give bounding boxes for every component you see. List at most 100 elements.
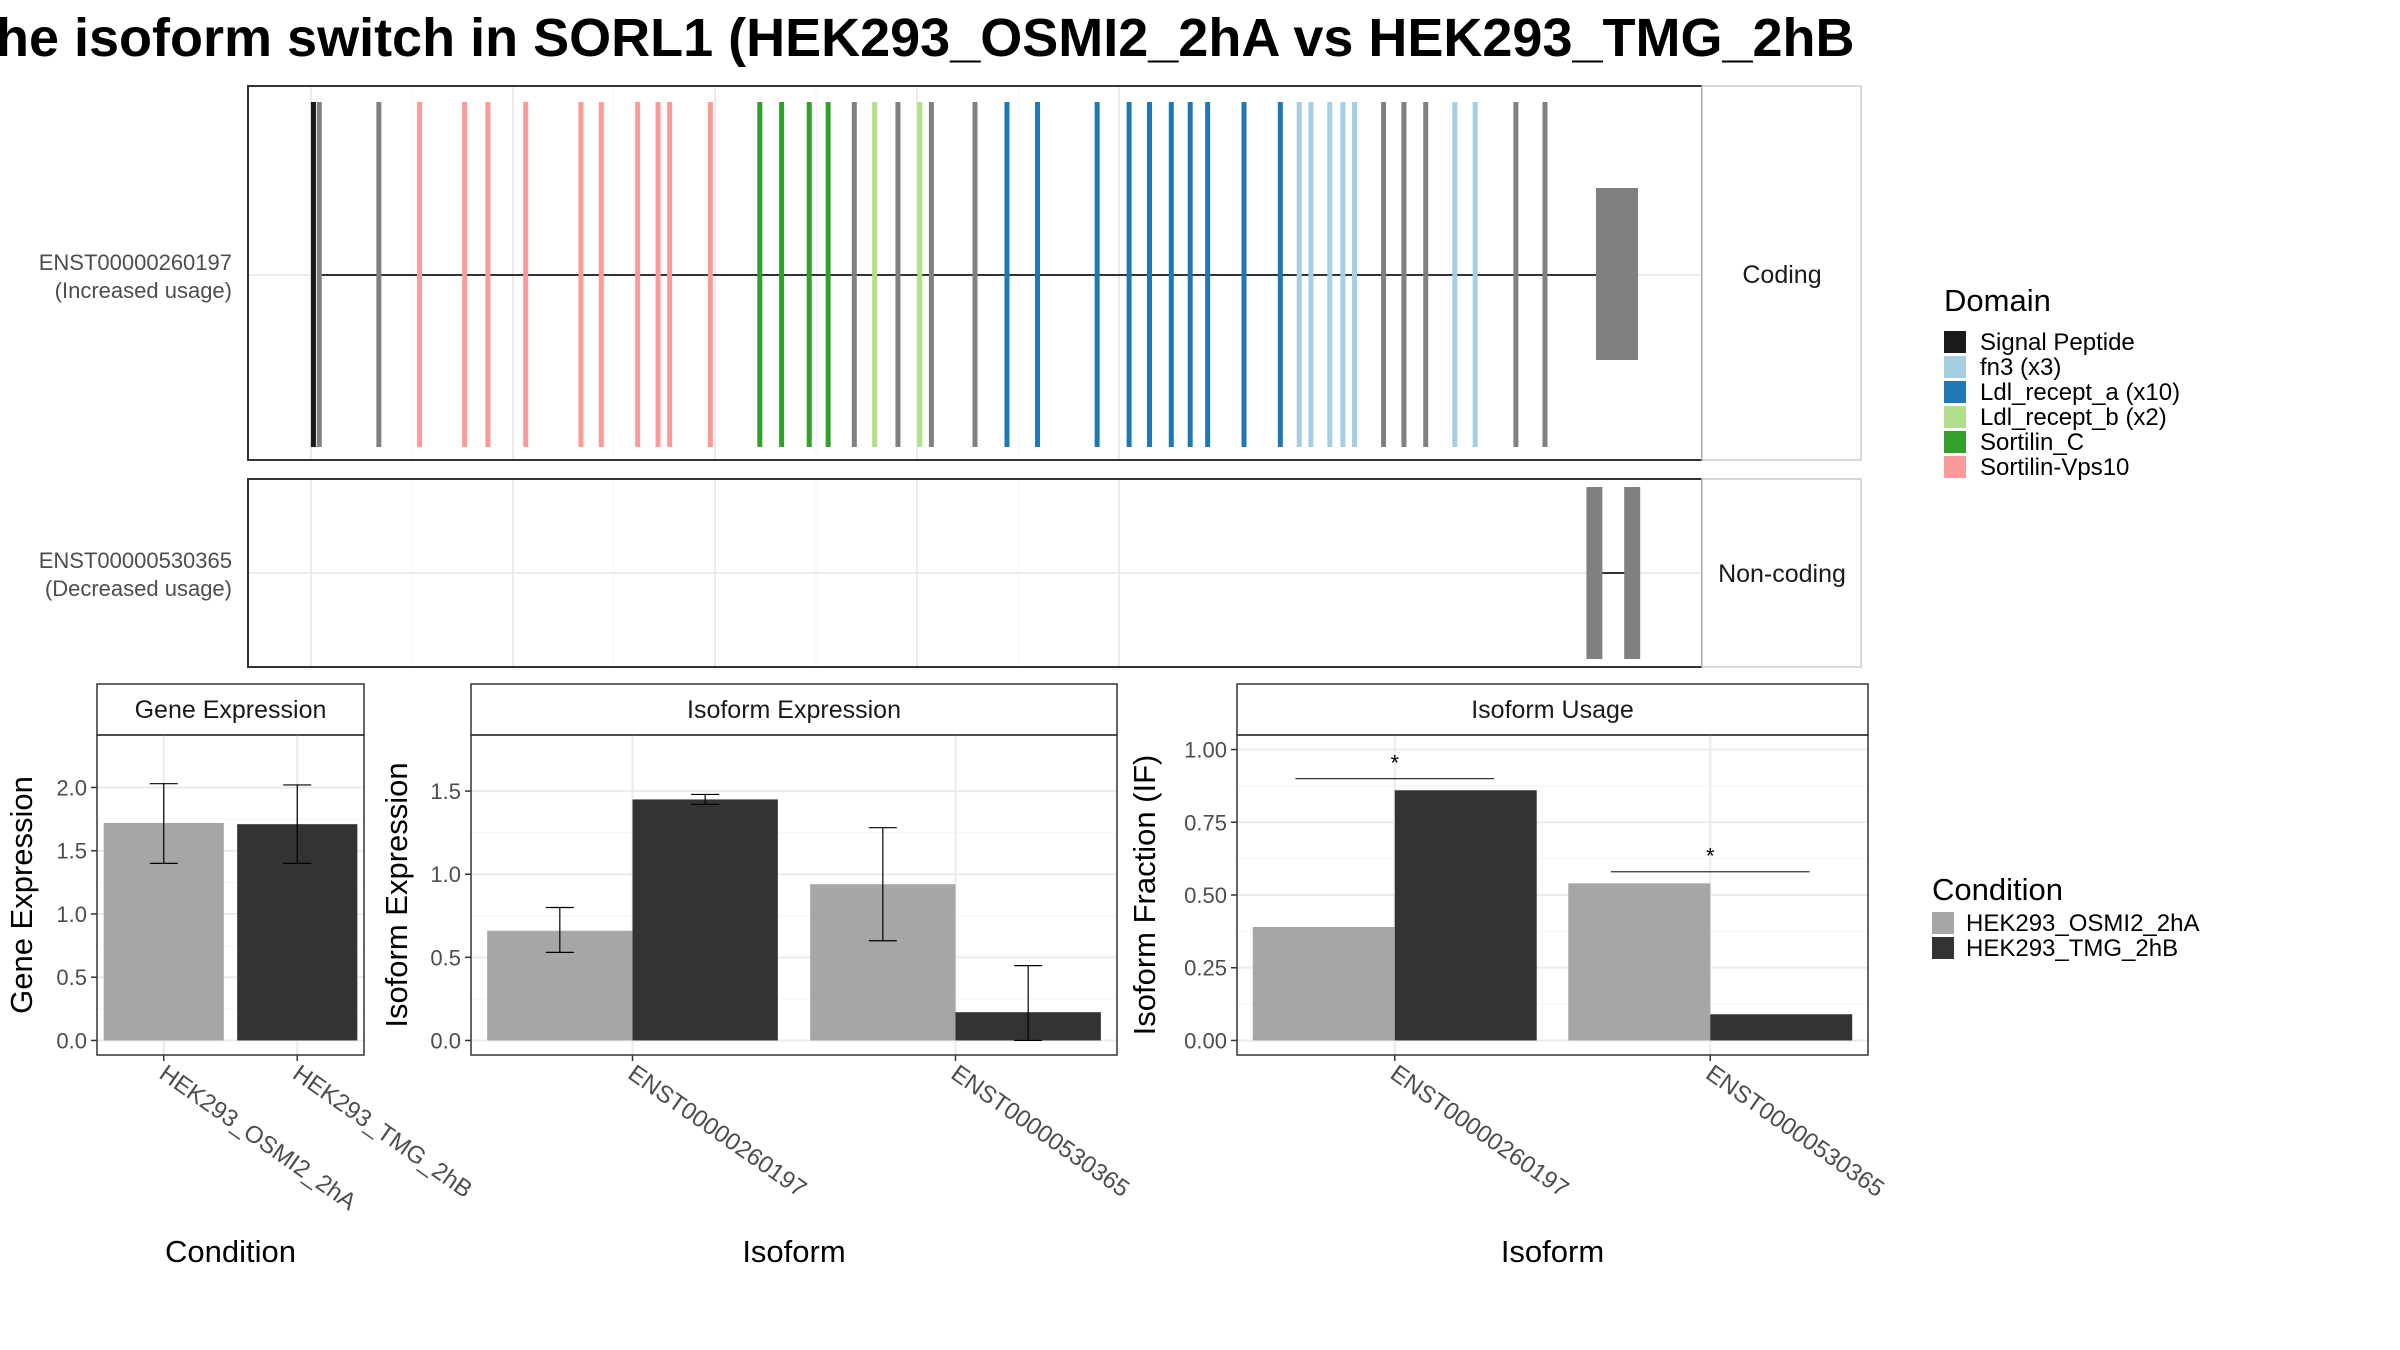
legend-swatch — [1932, 912, 1954, 934]
exon — [1035, 102, 1041, 447]
exon — [851, 102, 857, 447]
exon — [1472, 102, 1478, 447]
legend-swatch — [1932, 937, 1954, 959]
legend-label: Sortilin-Vps10 — [1980, 454, 2129, 481]
x-axis-label: Condition — [165, 1234, 296, 1269]
exon — [578, 102, 584, 447]
exon — [1094, 102, 1100, 447]
x-tick-label: ENST00000260197 — [623, 1060, 811, 1203]
panel-strip-label: Isoform Usage — [1471, 696, 1634, 724]
exon — [1327, 102, 1333, 447]
panel-strip — [1236, 683, 1869, 736]
y-tick-label: 0.25 — [1184, 956, 1227, 981]
legend-label: HEK293_OSMI2_2hA — [1966, 910, 2199, 937]
exon — [707, 102, 713, 447]
bar — [632, 799, 778, 1041]
bar — [1568, 883, 1711, 1041]
panel-strip-label: Gene Expression — [135, 696, 327, 724]
strip-coding — [1701, 85, 1862, 461]
x-tick-label: ENST00000260197 — [1385, 1060, 1573, 1203]
x-tick-label: ENST00000530365 — [1701, 1060, 1889, 1203]
legend-swatch — [1944, 381, 1966, 403]
exon — [1542, 102, 1548, 447]
exon — [316, 102, 322, 447]
y-tick-label: 0.50 — [1184, 883, 1227, 908]
x-axis-label: Isoform — [742, 1234, 845, 1269]
exon — [523, 102, 529, 447]
isoform-usage-panel: Isoform Usage 0.00 0.25 0.50 0.75 1.00 * * ENST0… — [1127, 683, 1889, 1269]
exon — [895, 102, 901, 447]
legend-label: fn3 (x3) — [1980, 354, 2061, 381]
exon — [376, 102, 382, 447]
exon — [1401, 102, 1407, 447]
y-tick-label: 1.5 — [430, 779, 461, 804]
exon — [1277, 102, 1283, 447]
bar — [1252, 927, 1395, 1041]
y-tick-label: 0.0 — [430, 1028, 461, 1053]
exon — [1187, 102, 1193, 447]
exon — [1586, 487, 1603, 659]
panel-border — [470, 734, 1118, 1056]
transcript-panel-noncoding: Non-coding ENST00000530365 (Decreased us… — [39, 478, 1862, 668]
exon — [1624, 487, 1641, 659]
domain-legend-title: Domain — [1944, 283, 2051, 318]
transcript2-grid — [248, 479, 1702, 667]
legend-swatch — [1944, 406, 1966, 428]
panel-strip-label: Isoform Expression — [687, 696, 901, 724]
exon — [1308, 102, 1314, 447]
strip-noncoding — [1701, 478, 1862, 668]
exon — [598, 102, 604, 447]
y-tick-label: 1.00 — [1184, 738, 1227, 763]
exon — [1423, 102, 1429, 447]
exon — [1513, 102, 1519, 447]
exon — [928, 102, 934, 447]
y-tick-label: 0.00 — [1184, 1028, 1227, 1053]
legend-label: Signal Peptide — [1980, 329, 2135, 356]
y-axis-label: Isoform Fraction (IF) — [1127, 755, 1162, 1036]
legend-label: Sortilin_C — [1980, 429, 2084, 456]
bar — [1710, 1014, 1853, 1041]
significance-star: * — [1390, 751, 1399, 776]
bar — [1394, 790, 1537, 1041]
legend-swatch — [1944, 331, 1966, 353]
condition-legend-title: Condition — [1932, 872, 2063, 907]
transcript1-utr-block — [1596, 188, 1638, 360]
transcript1-id-label: ENST00000260197 — [39, 250, 232, 275]
figure-title: he isoform switch in SORL1 (HEK293_OSMI2… — [0, 8, 1855, 68]
exon — [635, 102, 641, 447]
legend-label: HEK293_TMG_2hB — [1966, 935, 2178, 962]
y-tick-label: 0.75 — [1184, 810, 1227, 835]
exon — [872, 102, 878, 447]
transcript1-exons — [310, 102, 1548, 447]
significance-star: * — [1706, 844, 1715, 869]
legend-swatch — [1944, 456, 1966, 478]
exon — [1296, 102, 1302, 447]
legend-swatch — [1944, 356, 1966, 378]
exon — [1381, 102, 1387, 447]
panel-border — [96, 734, 365, 1056]
exon — [417, 102, 423, 447]
y-tick-label: 1.0 — [56, 902, 87, 927]
exon — [806, 102, 812, 447]
y-tick-label: 1.0 — [430, 862, 461, 887]
transcript-panel-coding: Coding ENST00000260197 (Increased usage) — [39, 85, 1862, 461]
strip-coding-label: Coding — [1742, 261, 1821, 289]
exon — [655, 102, 661, 447]
panel-strip — [96, 683, 365, 736]
y-tick-label: 2.0 — [56, 775, 87, 800]
y-tick-label: 1.5 — [56, 839, 87, 864]
transcript1-usage-label: (Increased usage) — [55, 278, 232, 303]
exon — [1126, 102, 1132, 447]
transcript2-exons — [1586, 487, 1641, 659]
exon — [1351, 102, 1357, 447]
y-tick-label: 0.5 — [56, 965, 87, 990]
exon — [485, 102, 491, 447]
exon — [757, 102, 763, 447]
strip-noncoding-label: Non-coding — [1718, 560, 1846, 588]
exon — [972, 102, 978, 447]
exon — [917, 102, 923, 447]
exon — [1168, 102, 1174, 447]
x-axis-label: Isoform — [1501, 1234, 1604, 1269]
exon — [1205, 102, 1211, 447]
